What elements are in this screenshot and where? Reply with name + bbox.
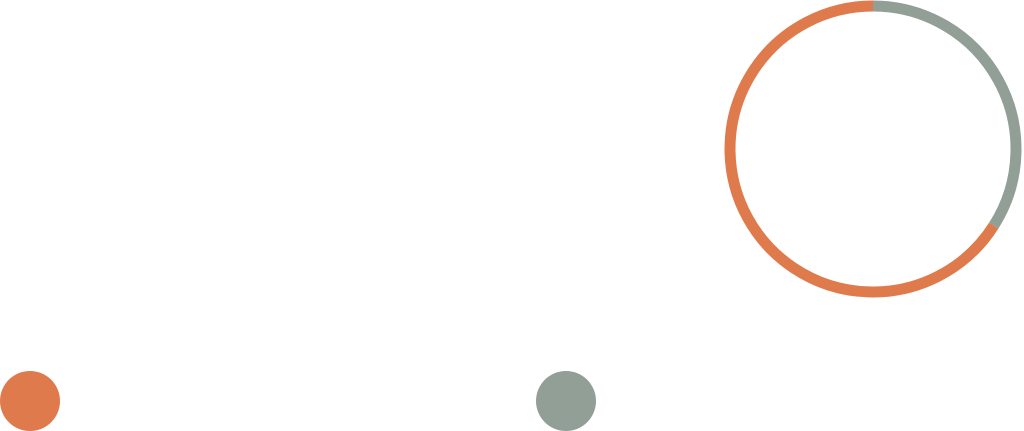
legend-swatch-gray [0, 371, 60, 431]
donut-slices [724, 0, 1022, 298]
donut-slice-0 [872, 0, 1022, 229]
legend-swatch-orange [536, 371, 596, 431]
donut-chart [724, 0, 1022, 298]
donut-slice-1 [724, 0, 999, 298]
